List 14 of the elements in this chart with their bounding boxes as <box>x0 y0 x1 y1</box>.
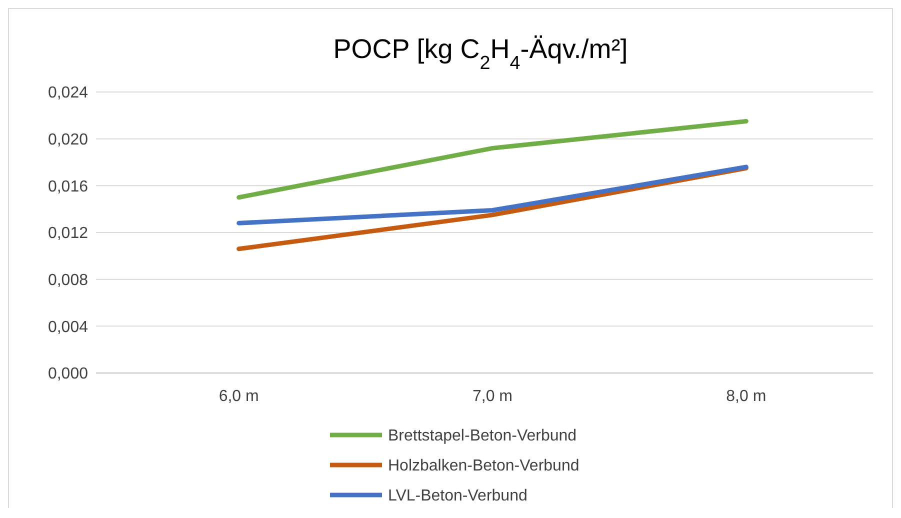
x-tick-label: 7,0 m <box>472 388 513 405</box>
y-tick-label: 0,024 <box>48 84 88 102</box>
y-tick-label: 0,004 <box>48 318 88 336</box>
y-tick-label: 0,016 <box>48 178 88 196</box>
legend-label: Brettstapel-Beton-Verbund <box>388 428 577 445</box>
x-tick-label: 6,0 m <box>218 388 259 405</box>
y-tick-label: 0,020 <box>48 131 88 148</box>
y-tick-label: 0,008 <box>48 272 88 289</box>
x-tick-label: 8,0 m <box>726 388 766 405</box>
y-tick-label: 0,012 <box>48 225 88 242</box>
legend-label: LVL-Beton-Verbund <box>388 488 528 505</box>
legend-label: Holzbalken-Beton-Verbund <box>388 458 580 475</box>
chart-title: POCP [kg C$_{2}$H$_{4}$-Äqv./m²] <box>333 34 628 74</box>
y-tick-label: 0,000 <box>48 366 88 383</box>
